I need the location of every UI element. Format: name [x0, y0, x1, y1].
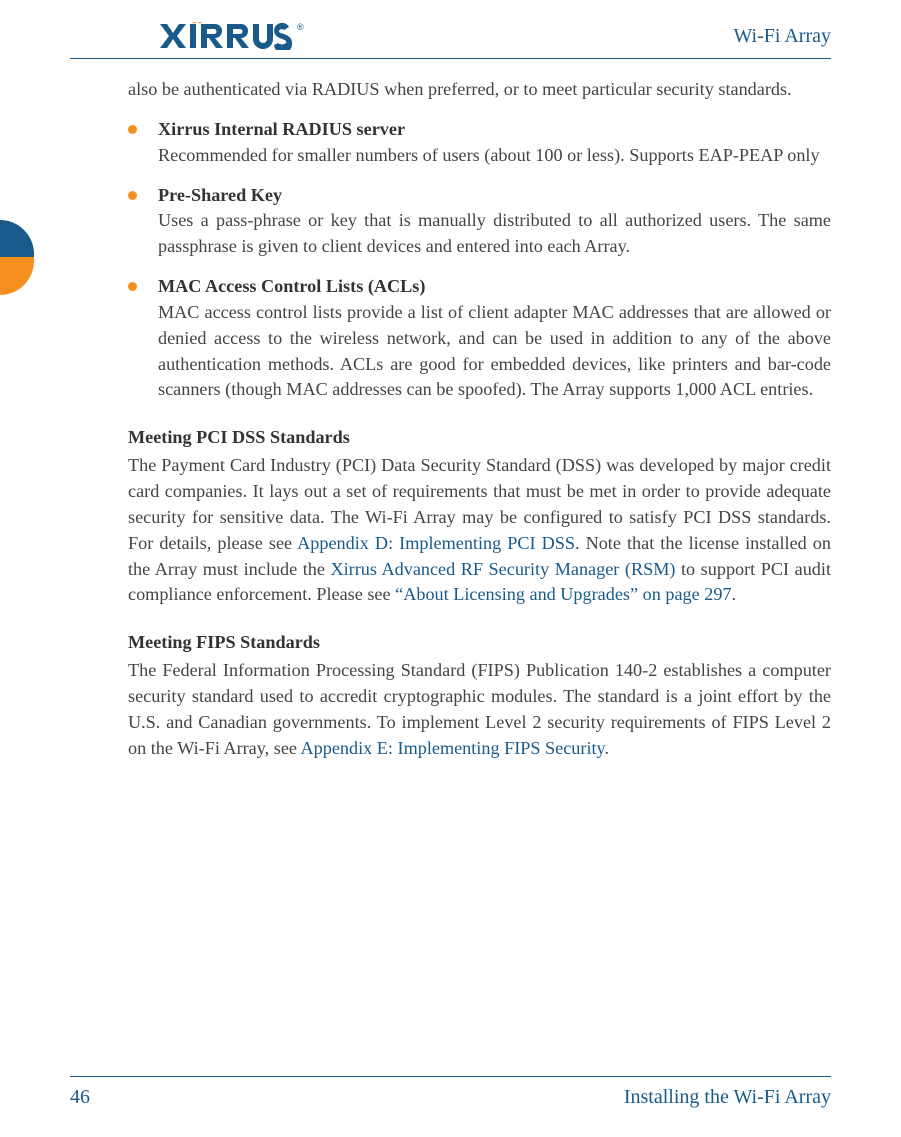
bullet-list: Xirrus Internal RADIUS server Recommende… — [128, 117, 831, 403]
cross-reference-link[interactable]: Xirrus Advanced RF Security Manager (RSM… — [330, 559, 675, 579]
footer-rule — [70, 1076, 831, 1077]
brand-logo: ® — [160, 22, 310, 50]
side-thumb-top — [0, 220, 34, 257]
list-item: MAC Access Control Lists (ACLs) MAC acce… — [128, 274, 831, 403]
cross-reference-link[interactable]: Appendix D: Implementing PCI DSS — [297, 533, 575, 553]
side-thumb-tab — [0, 220, 34, 295]
list-item: Pre-Shared Key Uses a pass-phrase or key… — [128, 183, 831, 261]
section-body: The Federal Information Processing Stand… — [128, 658, 831, 761]
cross-reference-link[interactable]: Appendix E: Implementing FIPS Security — [301, 738, 605, 758]
svg-text:®: ® — [297, 22, 304, 32]
header-rule — [70, 58, 831, 59]
header-title: Wi-Fi Array — [733, 25, 831, 48]
section-heading: Meeting FIPS Standards — [128, 630, 831, 656]
list-item: Xirrus Internal RADIUS server Recommende… — [128, 117, 831, 169]
page-header: ® Wi-Fi Array — [70, 18, 831, 54]
list-item-body: MAC access control lists provide a list … — [158, 300, 831, 403]
section-heading: Meeting PCI DSS Standards — [128, 425, 831, 451]
list-item-body: Uses a pass-phrase or key that is manual… — [158, 208, 831, 260]
section-body: The Payment Card Industry (PCI) Data Sec… — [128, 453, 831, 608]
page: ® Wi-Fi Array also be authenticated via … — [0, 0, 901, 1137]
cross-reference-link[interactable]: “About Licensing and Upgrades” on page 2… — [395, 584, 731, 604]
page-footer: 46 Installing the Wi-Fi Array — [70, 1086, 831, 1109]
list-item-body: Recommended for smaller numbers of users… — [158, 143, 831, 169]
footer-title: Installing the Wi-Fi Array — [624, 1086, 831, 1109]
body-content: also be authenticated via RADIUS when pr… — [128, 77, 831, 761]
side-thumb-bottom — [0, 257, 34, 295]
list-item-title: Pre-Shared Key — [158, 183, 831, 209]
list-item-title: MAC Access Control Lists (ACLs) — [158, 274, 831, 300]
intro-paragraph: also be authenticated via RADIUS when pr… — [128, 77, 831, 103]
page-number: 46 — [70, 1086, 90, 1109]
list-item-title: Xirrus Internal RADIUS server — [158, 117, 831, 143]
